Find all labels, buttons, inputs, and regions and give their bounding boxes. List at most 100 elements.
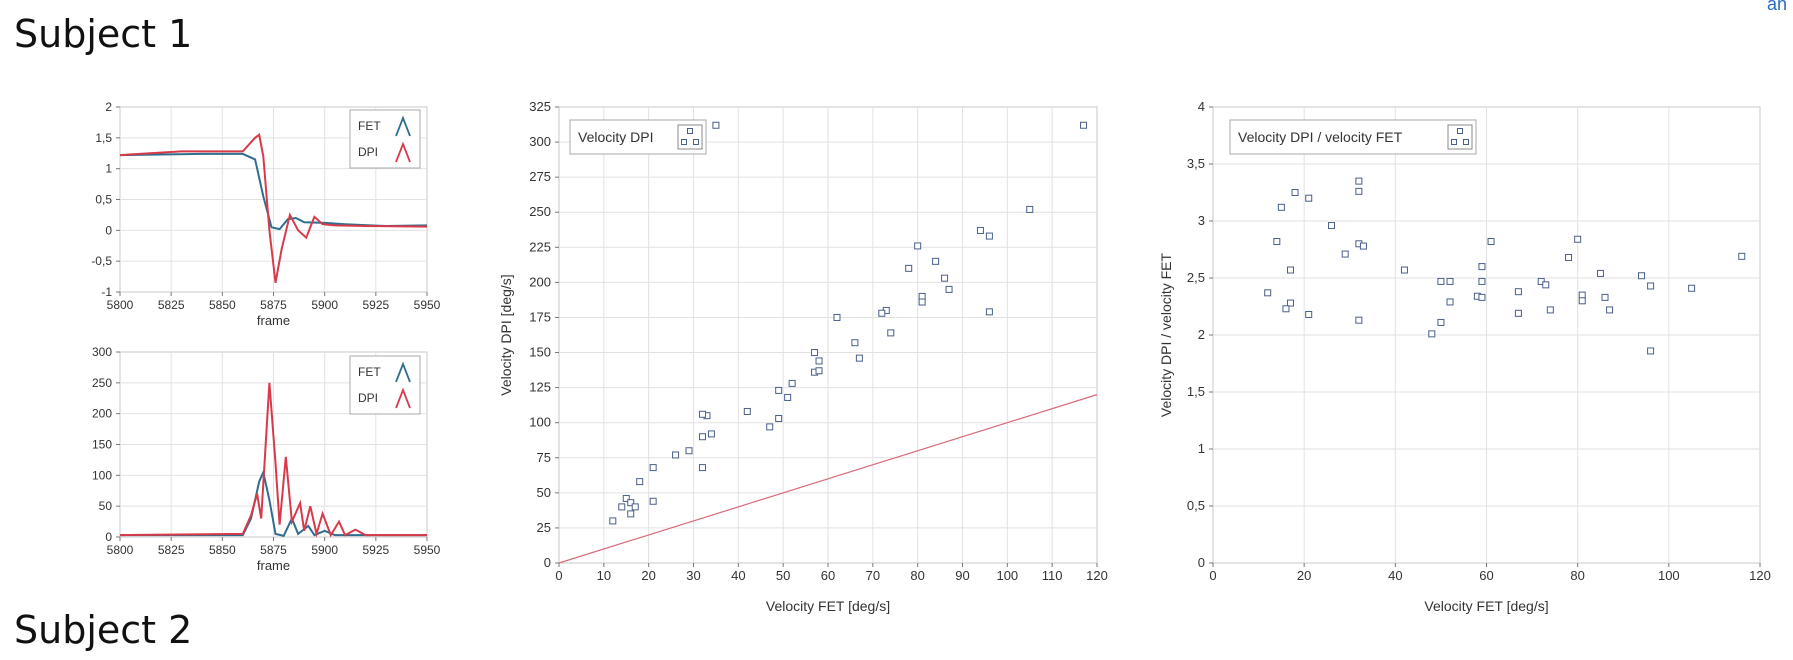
y-tick-label: 2	[1198, 327, 1205, 342]
scatter-point	[609, 517, 617, 525]
y-tick-label: -1	[101, 285, 112, 299]
series-line-dpi	[119, 133, 428, 283]
scatter-point	[1341, 250, 1349, 258]
scatter-point	[1514, 288, 1522, 296]
legend-marker	[1451, 139, 1457, 145]
x-tick-label: 5950	[414, 298, 441, 312]
x-tick-label: 80	[1570, 568, 1584, 583]
reference-line	[558, 394, 1098, 564]
scatter-point	[985, 232, 993, 240]
chart-2: 5800 5825 5850 5875 5900 5925 5950 300 250 200 150…	[92, 345, 441, 573]
scatter-point	[1446, 298, 1454, 306]
scatter-point	[1606, 306, 1614, 314]
x-tick-label: 5875	[260, 543, 287, 557]
legend: FET DPI	[349, 109, 421, 169]
scatter-point	[976, 226, 984, 234]
scatter-point	[918, 298, 926, 306]
scatter-point	[1601, 293, 1609, 301]
scatter-point	[672, 451, 680, 459]
scatter-point	[1273, 238, 1281, 246]
scatter-point	[627, 499, 635, 507]
subject-2-heading: Subject 2	[14, 608, 193, 652]
y-tick-label: 300	[92, 345, 112, 359]
legend-box	[1229, 119, 1477, 155]
y-tick-label: 1	[1198, 441, 1205, 456]
scatter-point	[1546, 306, 1554, 314]
corner-text-fragment: an	[1766, 0, 1787, 14]
legend-marker	[1457, 128, 1463, 134]
scatter-point	[636, 478, 644, 486]
scatter-point	[1647, 347, 1655, 355]
scatter-point	[1286, 299, 1294, 307]
y-tick-label: 100	[529, 415, 551, 430]
y-tick-label: 4	[1198, 99, 1205, 114]
series-line-dpi	[119, 382, 427, 538]
scatter-point	[698, 410, 706, 418]
y-tick-label: -0,5	[91, 254, 112, 268]
scatter-point	[1578, 297, 1586, 305]
y-tick-label: 0	[105, 530, 112, 544]
scatter-point	[1478, 277, 1486, 285]
y-tick-label: 250	[529, 204, 551, 219]
scatter-point	[833, 313, 841, 321]
chart-4: 0 20 40 60 80 100 120 4 3,5 3 2,5 2 1,5 1 0,5 0 Velocity…	[1158, 99, 1771, 614]
x-axis-label: frame	[257, 558, 290, 573]
y-tick-label: 75	[537, 450, 551, 465]
scatter-point	[1264, 289, 1272, 297]
chart-3: 0 10 20 30 40 50 60 70 80 90 100 110 120325300275250…	[498, 99, 1108, 614]
y-tick-label: 0	[105, 223, 112, 237]
y-tick-label: 0	[544, 555, 551, 570]
scatter-point	[932, 257, 940, 265]
x-tick-label: 5800	[107, 543, 134, 557]
legend-label: Velocity DPI / velocity FET	[1238, 129, 1403, 145]
scatter-point	[1542, 281, 1550, 289]
scatter-point	[627, 510, 635, 518]
scatter-point	[1428, 330, 1436, 338]
legend-label: DPI	[358, 145, 378, 159]
y-tick-label: 1,5	[1187, 384, 1205, 399]
legend: FET DPI	[349, 355, 421, 415]
scatter-point	[1080, 121, 1088, 129]
legend-marker	[681, 139, 687, 145]
scatter-point	[1738, 252, 1746, 260]
scatter-point	[1565, 253, 1573, 261]
y-tick-label: 225	[529, 239, 551, 254]
y-tick-label: 1,5	[95, 131, 112, 145]
scatter-point	[631, 503, 639, 511]
x-tick-label: 80	[910, 568, 924, 583]
y-tick-label: 50	[537, 485, 551, 500]
y-tick-label: 150	[529, 345, 551, 360]
scatter-point	[784, 393, 792, 401]
scatter-point	[712, 121, 720, 129]
scatter-point	[905, 264, 913, 272]
x-tick-label: 10	[597, 568, 611, 583]
scatter-point	[775, 386, 783, 394]
scatter-point	[1596, 269, 1604, 277]
scatter-point	[649, 464, 657, 472]
x-tick-label: 110	[1042, 568, 1063, 583]
scatter-point	[887, 329, 895, 337]
legend-swatch-dpi	[395, 387, 411, 409]
x-tick-label: 30	[686, 568, 700, 583]
scatter-point	[1359, 242, 1367, 250]
scatter-point	[1647, 282, 1655, 290]
y-tick-label: 0,5	[95, 193, 112, 207]
scatter-point	[918, 292, 926, 300]
scatter-point	[1688, 284, 1696, 292]
scatter-point	[914, 242, 922, 250]
scatter-point	[851, 339, 859, 347]
y-tick-label: 100	[92, 468, 112, 482]
x-tick-label: 120	[1749, 568, 1771, 583]
scatter-point	[1437, 277, 1445, 285]
y-tick-label: 2	[105, 100, 112, 114]
y-tick-label: 200	[92, 407, 112, 421]
scatter-point	[1437, 318, 1445, 326]
scatter-point	[685, 447, 693, 455]
x-tick-label: 5825	[158, 543, 185, 557]
y-tick-label: 3,5	[1187, 156, 1205, 171]
x-tick-label: 5950	[414, 543, 441, 557]
legend-swatch-fet	[395, 115, 411, 137]
legend-marker	[1463, 139, 1469, 145]
x-tick-label: 60	[821, 568, 835, 583]
y-tick-label: 0	[1198, 555, 1205, 570]
